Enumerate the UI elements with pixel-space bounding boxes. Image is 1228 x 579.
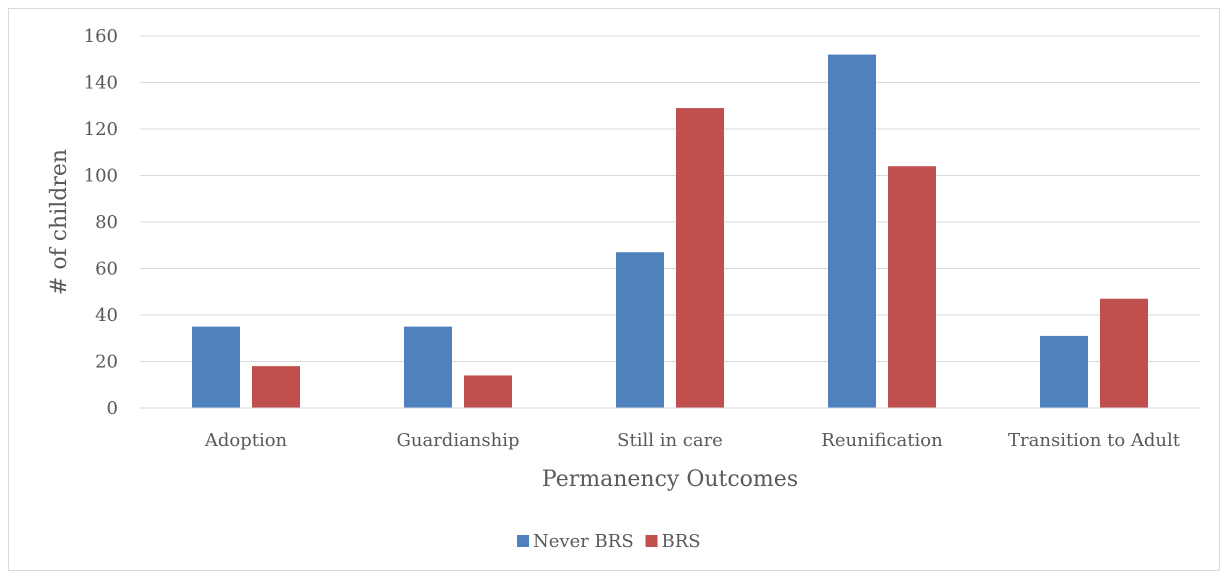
y-tick-label: 80 <box>95 212 118 233</box>
bar-brs-reunification <box>888 166 936 408</box>
y-tick-label: 160 <box>84 26 118 47</box>
y-tick-label: 100 <box>84 166 118 187</box>
bar-brs-adoption <box>252 366 300 408</box>
x-tick-labels: Adoption Guardianship Still in care Reunifi… <box>204 430 1181 451</box>
bar-brs-guardianship <box>464 375 512 408</box>
gridlines <box>140 35 1200 362</box>
legend-label: BRS <box>662 531 701 552</box>
legend-label: Never BRS <box>533 531 634 552</box>
bar-never-brs-guardianship <box>404 326 452 408</box>
y-tick-label: 20 <box>95 352 118 373</box>
bars <box>192 54 1148 408</box>
bar-never-brs-reunification <box>828 54 876 408</box>
bar-brs-transition-to-adult <box>1100 298 1148 408</box>
x-axis-title: Permanency Outcomes <box>542 467 798 492</box>
bar-never-brs-transition-to-adult <box>1040 335 1088 408</box>
legend-swatch <box>517 535 529 547</box>
bar-brs-still-in-care <box>676 108 724 408</box>
y-tick-labels: 0 20 40 60 80 100 120 140 160 <box>84 26 118 419</box>
x-tick-label: Adoption <box>204 430 288 451</box>
y-tick-label: 40 <box>95 305 118 326</box>
x-tick-label: Guardianship <box>396 430 519 451</box>
bar-never-brs-still-in-care <box>616 252 664 408</box>
x-tick-label: Reunification <box>821 430 943 451</box>
y-tick-label: 60 <box>95 259 118 280</box>
y-tick-label: 0 <box>107 398 118 419</box>
y-tick-label: 120 <box>84 119 118 140</box>
legend-swatch <box>645 535 658 547</box>
chart-frame <box>8 8 1220 571</box>
y-tick-label: 140 <box>84 73 118 94</box>
y-axis-title: # of children <box>47 149 72 295</box>
x-tick-label: Still in care <box>617 430 723 451</box>
x-tick-label: Transition to Adult <box>1008 430 1181 451</box>
bar-never-brs-adoption <box>192 326 240 408</box>
legend: Never BRS BRS <box>517 531 701 552</box>
